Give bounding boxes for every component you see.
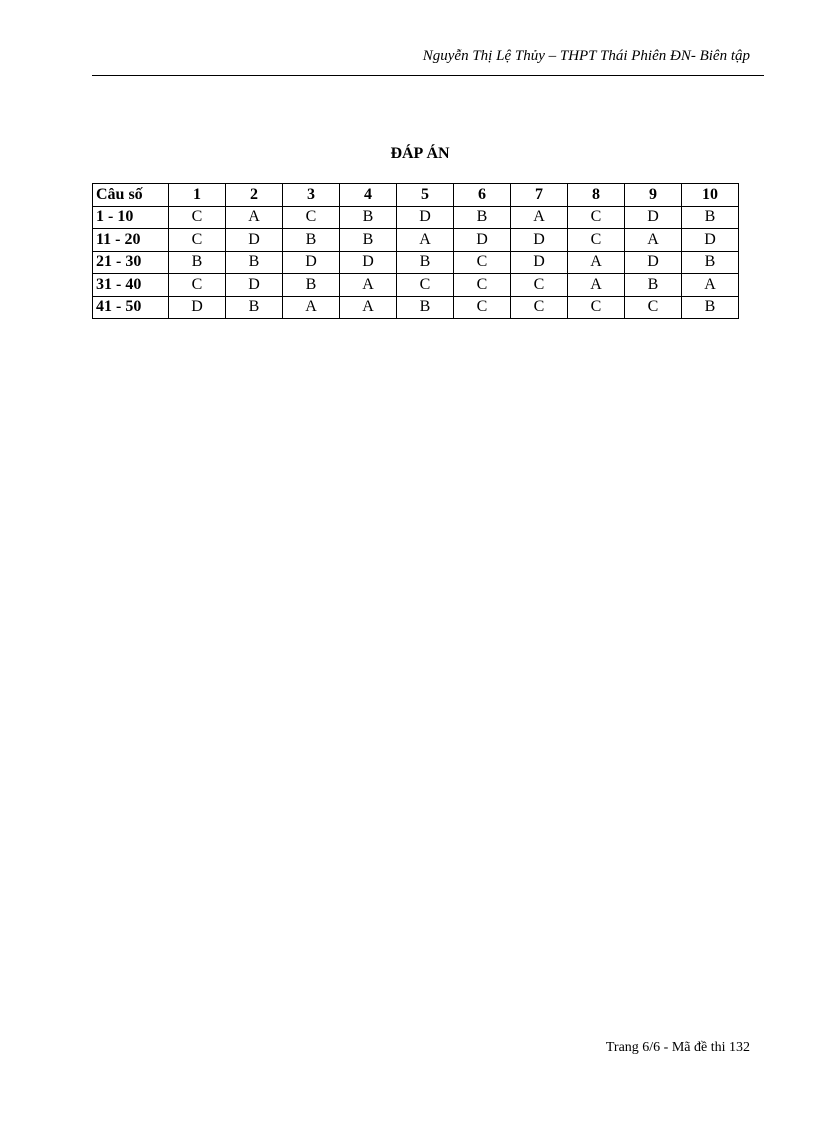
table-row: 11 - 20 C D B B A D D C A D: [92, 228, 739, 252]
column-header: 6: [453, 183, 511, 207]
answer-cell: C: [567, 295, 625, 319]
column-header: 1: [168, 183, 226, 207]
answer-cell: C: [168, 205, 226, 229]
answer-cell: C: [510, 273, 568, 297]
page-footer: Trang 6/6 - Mã đề thi 132: [605, 1040, 750, 1055]
answer-table: Câu số 1 2 3 4 5 6 7 8 9 10 1 - 10 C A C B D B A C D B 11 - 20…: [92, 183, 739, 319]
answer-cell: D: [225, 273, 283, 297]
answer-cell: D: [510, 228, 568, 252]
question-range: 1 - 10: [92, 205, 169, 229]
answer-cell: B: [339, 205, 397, 229]
answer-cell: D: [681, 228, 739, 252]
answer-cell: A: [225, 205, 283, 229]
answer-cell: A: [681, 273, 739, 297]
table-row: 21 - 30 B B D D B C D A D B: [92, 250, 739, 274]
answer-cell: B: [624, 273, 682, 297]
column-header: Câu số: [92, 183, 169, 207]
answer-cell: C: [168, 228, 226, 252]
answer-cell: A: [510, 205, 568, 229]
answer-cell: C: [510, 295, 568, 319]
answer-cell: B: [225, 295, 283, 319]
table-header-row: Câu số 1 2 3 4 5 6 7 8 9 10: [92, 183, 739, 207]
answer-cell: A: [567, 273, 625, 297]
page-title: ĐÁP ÁN: [390, 145, 450, 162]
answer-cell: B: [168, 250, 226, 274]
table-row: 41 - 50 D B A A B C C C C B: [92, 295, 739, 319]
answer-cell: B: [453, 205, 511, 229]
answer-cell: D: [339, 250, 397, 274]
question-range: 31 - 40: [92, 273, 169, 297]
question-range: 21 - 30: [92, 250, 169, 274]
answer-cell: C: [567, 228, 625, 252]
answer-cell: C: [567, 205, 625, 229]
answer-cell: D: [396, 205, 454, 229]
answer-cell: B: [681, 205, 739, 229]
table-row: 31 - 40 C D B A C C C A B A: [92, 273, 739, 297]
table-row: 1 - 10 C A C B D B A C D B: [92, 205, 739, 229]
column-header: 9: [624, 183, 682, 207]
answer-cell: A: [339, 295, 397, 319]
answer-cell: D: [624, 250, 682, 274]
column-header: 10: [681, 183, 739, 207]
answer-cell: B: [282, 273, 340, 297]
answer-cell: D: [453, 228, 511, 252]
answer-cell: B: [282, 228, 340, 252]
answer-cell: A: [396, 228, 454, 252]
page-header: Nguyễn Thị Lệ Thủy – THPT Thái Phiên ĐN-…: [422, 48, 750, 64]
answer-cell: C: [396, 273, 454, 297]
answer-cell: C: [624, 295, 682, 319]
answer-cell: C: [453, 250, 511, 274]
column-header: 7: [510, 183, 568, 207]
answer-cell: A: [339, 273, 397, 297]
answer-cell: C: [453, 273, 511, 297]
answer-cell: D: [168, 295, 226, 319]
header-divider: [92, 75, 764, 76]
answer-cell: A: [282, 295, 340, 319]
column-header: 3: [282, 183, 340, 207]
column-header: 4: [339, 183, 397, 207]
answer-cell: C: [453, 295, 511, 319]
question-range: 41 - 50: [92, 295, 169, 319]
answer-cell: B: [225, 250, 283, 274]
answer-cell: B: [339, 228, 397, 252]
question-range: 11 - 20: [92, 228, 169, 252]
column-header: 5: [396, 183, 454, 207]
answer-cell: C: [282, 205, 340, 229]
answer-cell: C: [168, 273, 226, 297]
answer-cell: D: [225, 228, 283, 252]
column-header: 2: [225, 183, 283, 207]
answer-cell: A: [624, 228, 682, 252]
answer-cell: B: [396, 295, 454, 319]
answer-cell: D: [510, 250, 568, 274]
column-header: 8: [567, 183, 625, 207]
answer-cell: D: [282, 250, 340, 274]
answer-cell: D: [624, 205, 682, 229]
answer-cell: A: [567, 250, 625, 274]
answer-cell: B: [396, 250, 454, 274]
answer-cell: B: [681, 250, 739, 274]
answer-cell: B: [681, 295, 739, 319]
